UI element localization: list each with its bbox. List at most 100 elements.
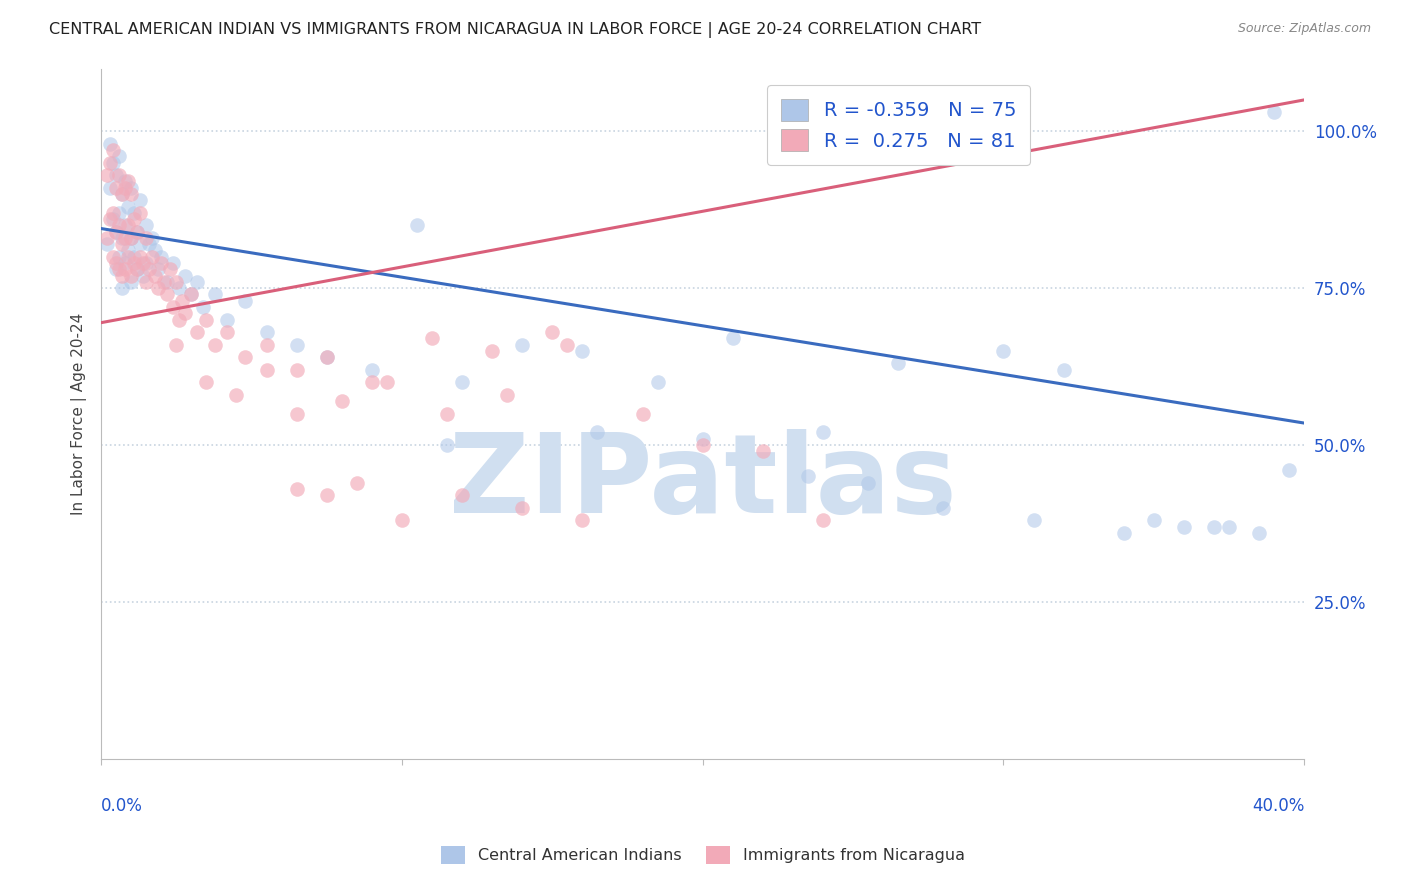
Legend: R = -0.359   N = 75, R =  0.275   N = 81: R = -0.359 N = 75, R = 0.275 N = 81 xyxy=(768,85,1029,165)
Point xyxy=(186,325,208,339)
Point xyxy=(330,394,353,409)
Point xyxy=(256,337,278,351)
Point xyxy=(135,256,157,270)
Point xyxy=(180,287,202,301)
Point xyxy=(127,225,149,239)
Point xyxy=(180,287,202,301)
Text: Source: ZipAtlas.com: Source: ZipAtlas.com xyxy=(1237,22,1371,36)
Point xyxy=(406,219,429,233)
Point xyxy=(315,350,337,364)
Point xyxy=(127,225,149,239)
Point xyxy=(169,281,191,295)
Point xyxy=(1143,513,1166,527)
Point xyxy=(105,262,128,277)
Point xyxy=(108,250,131,264)
Point xyxy=(174,306,197,320)
Point xyxy=(132,256,155,270)
Point xyxy=(129,250,152,264)
Point xyxy=(127,262,149,277)
Point xyxy=(141,231,163,245)
Point xyxy=(692,438,714,452)
Point xyxy=(165,275,187,289)
Point xyxy=(1202,519,1225,533)
Point xyxy=(557,337,579,351)
Point xyxy=(105,168,128,182)
Point xyxy=(204,287,226,301)
Point xyxy=(1022,513,1045,527)
Point xyxy=(1278,463,1301,477)
Point xyxy=(122,206,145,220)
Point xyxy=(105,225,128,239)
Point xyxy=(138,237,160,252)
Point xyxy=(285,482,308,496)
Point xyxy=(120,268,142,283)
Point xyxy=(156,275,179,289)
Point xyxy=(129,237,152,252)
Point xyxy=(887,356,910,370)
Point xyxy=(451,488,474,502)
Point xyxy=(96,237,118,252)
Point xyxy=(162,300,184,314)
Text: 40.0%: 40.0% xyxy=(1251,797,1305,814)
Point xyxy=(122,256,145,270)
Point xyxy=(120,231,142,245)
Point xyxy=(159,262,181,277)
Point xyxy=(217,325,239,339)
Point xyxy=(122,250,145,264)
Point xyxy=(135,219,157,233)
Point xyxy=(108,168,131,182)
Point xyxy=(235,293,257,308)
Point xyxy=(105,180,128,194)
Point xyxy=(101,143,124,157)
Point xyxy=(1218,519,1240,533)
Point xyxy=(114,180,136,194)
Point xyxy=(143,268,166,283)
Point xyxy=(752,444,775,458)
Point xyxy=(285,337,308,351)
Point xyxy=(148,262,170,277)
Point xyxy=(235,350,257,364)
Point xyxy=(193,300,215,314)
Point xyxy=(156,287,179,301)
Point xyxy=(117,219,139,233)
Point xyxy=(150,250,173,264)
Point xyxy=(148,281,170,295)
Point xyxy=(162,256,184,270)
Point xyxy=(856,475,879,490)
Point xyxy=(101,155,124,169)
Point xyxy=(195,312,218,326)
Point xyxy=(285,407,308,421)
Point xyxy=(114,256,136,270)
Point xyxy=(1249,525,1271,540)
Point xyxy=(108,149,131,163)
Point xyxy=(111,231,134,245)
Point xyxy=(172,293,194,308)
Point xyxy=(571,513,593,527)
Point xyxy=(285,362,308,376)
Point xyxy=(315,488,337,502)
Point xyxy=(360,376,382,390)
Point xyxy=(98,136,121,151)
Point xyxy=(225,388,247,402)
Point xyxy=(96,231,118,245)
Point xyxy=(117,174,139,188)
Point xyxy=(111,237,134,252)
Point xyxy=(101,250,124,264)
Point xyxy=(101,206,124,220)
Point xyxy=(96,168,118,182)
Point xyxy=(420,331,443,345)
Point xyxy=(111,268,134,283)
Text: 0.0%: 0.0% xyxy=(101,797,143,814)
Point xyxy=(122,212,145,227)
Point xyxy=(105,225,128,239)
Point xyxy=(510,337,533,351)
Point xyxy=(451,376,474,390)
Point xyxy=(797,469,820,483)
Point xyxy=(127,262,149,277)
Point xyxy=(135,231,157,245)
Point xyxy=(541,325,564,339)
Point xyxy=(1263,105,1285,120)
Point xyxy=(111,187,134,202)
Point xyxy=(114,174,136,188)
Point xyxy=(138,262,160,277)
